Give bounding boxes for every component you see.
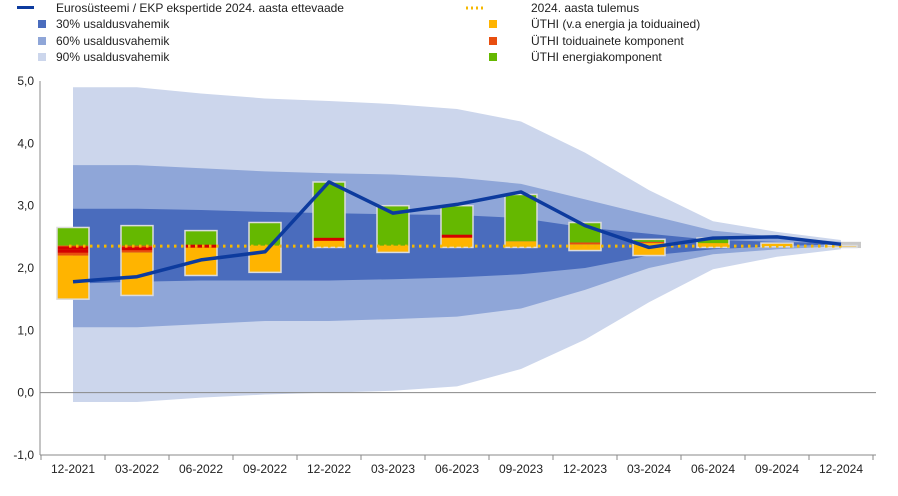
x-tick-label: 09-2022	[243, 462, 287, 476]
x-tick-label: 12-2024	[819, 462, 863, 476]
bar-energy	[313, 181, 345, 239]
x-tick-label: 12-2022	[307, 462, 351, 476]
bar-food-mark	[441, 234, 473, 238]
bar-food	[569, 242, 601, 245]
x-tick-label: 09-2023	[499, 462, 543, 476]
x-tick-label: 06-2022	[179, 462, 223, 476]
bar-stack	[120, 224, 154, 297]
bar-food-mark	[57, 246, 89, 250]
y-tick-label: -1,0	[13, 448, 34, 462]
bar-energy	[249, 222, 281, 246]
bar-energy	[505, 194, 537, 242]
x-tick-label: 06-2024	[691, 462, 735, 476]
bar-energy	[441, 205, 473, 235]
legend-target-label: 2024. aasta tulemus	[531, 1, 639, 15]
bar-stack	[56, 226, 90, 300]
legend-band30-label: 30% usaldusvahemik	[56, 17, 170, 31]
legend-band90-label: 90% usaldusvahemik	[56, 50, 170, 64]
legend-band60-swatch	[38, 37, 46, 45]
y-tick-label: 0,0	[17, 386, 34, 400]
legend-energy-swatch	[489, 53, 497, 61]
legend-energy-label: ÜTHI energiakomponent	[531, 50, 662, 64]
x-tick-label: 09-2024	[755, 462, 799, 476]
bar-food-mark	[121, 247, 153, 251]
bar-stack	[440, 204, 474, 249]
bar-core	[313, 239, 345, 248]
legend-band30-swatch	[38, 20, 46, 28]
bar-outline	[56, 226, 90, 300]
x-tick-label: 06-2023	[435, 462, 479, 476]
bar-energy	[697, 238, 729, 244]
bar-energy	[121, 225, 153, 246]
bar-core	[377, 245, 409, 253]
bar-outline	[184, 229, 218, 277]
y-tick-label: 3,0	[17, 199, 34, 213]
bar-food-mark	[313, 237, 345, 241]
legend-line-swatch	[17, 6, 34, 9]
legend-food-swatch	[489, 37, 497, 45]
bar-stack	[504, 193, 538, 249]
legend-core-swatch	[489, 20, 497, 28]
bar-core	[569, 244, 601, 251]
bar-energy	[185, 230, 217, 246]
bar-food	[633, 241, 665, 244]
bar-core	[505, 241, 537, 248]
legend-line-label: Eurosüsteemi / EKP ekspertide 2024. aast…	[56, 1, 344, 15]
legend-band60-label: 60% usaldusvahemik	[56, 34, 170, 48]
x-tick-label: 12-2021	[51, 462, 95, 476]
bar-outline	[120, 224, 154, 297]
bar-food-mark	[57, 249, 89, 253]
x-tick-label: 03-2023	[371, 462, 415, 476]
projection-line-group	[72, 180, 842, 284]
projection-line	[72, 180, 842, 284]
bar-core	[57, 255, 89, 300]
legend-band90-swatch	[38, 53, 46, 61]
bar-energy	[633, 239, 665, 242]
legend-core-label: ÜTHI (v.a energia ja toiduained)	[531, 17, 700, 31]
bar-outline	[376, 204, 410, 254]
x-tick-label: 12-2023	[563, 462, 607, 476]
y-tick-label: 2,0	[17, 261, 34, 275]
y-tick-label: 5,0	[17, 74, 34, 88]
bar-outline	[568, 221, 602, 252]
axes: -1,0 0,0 1,0 2,0 3,0 4,0 5,0 12-2021 03-2022 06-2…	[13, 74, 876, 476]
x-tick-label: 03-2022	[115, 462, 159, 476]
bar-outline	[504, 193, 538, 249]
bar-stack	[184, 229, 218, 277]
bar-food-mark	[185, 244, 217, 248]
x-tick-label: 03-2024	[627, 462, 671, 476]
y-tick-label: 4,0	[17, 136, 34, 150]
y-tick-label: 1,0	[17, 323, 34, 337]
bar-core	[441, 236, 473, 248]
legend-food-label: ÜTHI toiduainete komponent	[531, 34, 684, 48]
bar-energy	[57, 227, 89, 246]
legend: Eurosüsteemi / EKP ekspertide 2024. aast…	[17, 1, 700, 64]
